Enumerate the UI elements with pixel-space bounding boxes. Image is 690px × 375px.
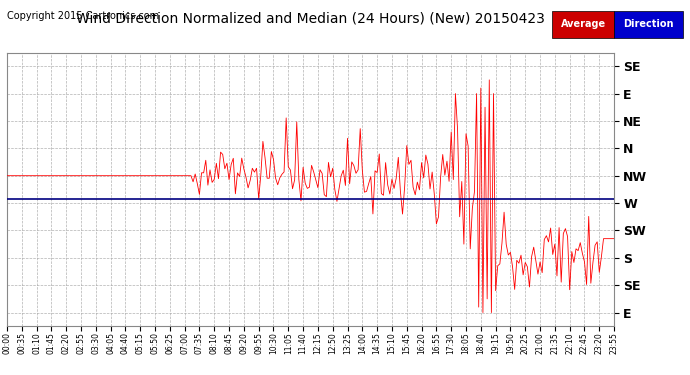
Text: Average: Average	[560, 20, 606, 29]
Text: Copyright 2015 Cartronics.com: Copyright 2015 Cartronics.com	[7, 11, 159, 21]
Text: Wind Direction Normalized and Median (24 Hours) (New) 20150423: Wind Direction Normalized and Median (24…	[76, 11, 545, 25]
Text: Direction: Direction	[623, 20, 674, 29]
